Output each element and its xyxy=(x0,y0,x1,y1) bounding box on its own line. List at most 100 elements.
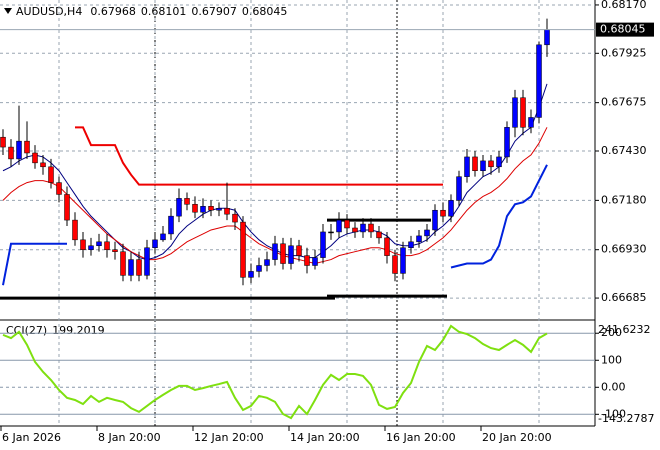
candle-body xyxy=(104,241,110,250)
candle-body xyxy=(200,206,206,213)
candle-body xyxy=(352,227,358,233)
candle-body xyxy=(24,140,30,154)
candle-body xyxy=(376,231,382,239)
candle-body xyxy=(160,233,166,241)
candle-body xyxy=(256,265,262,272)
candle-body xyxy=(368,223,374,233)
candle-body xyxy=(216,208,222,211)
current-price-tag xyxy=(596,22,654,37)
candle-body xyxy=(320,231,326,258)
candle-body xyxy=(360,223,366,233)
close: 0.68045 xyxy=(242,5,288,18)
x-tick-label: 20 Jan 20:00 xyxy=(482,431,552,444)
candle-body xyxy=(344,219,350,229)
current-price-label: 0.68045 xyxy=(600,23,646,36)
y-tick-label: 0.68170 xyxy=(601,0,647,11)
candle-body xyxy=(232,213,238,223)
y-tick-label: 0.67675 xyxy=(601,96,647,109)
y-max-label: 241.6232 xyxy=(598,323,651,336)
candle-body xyxy=(136,259,142,276)
chart-header: AUDUSD,H4 0.67968 0.68101 0.67907 0.68045 xyxy=(16,5,287,18)
candle-body xyxy=(264,259,270,266)
candle-body xyxy=(520,97,526,128)
indicator-line xyxy=(75,126,443,186)
candle-body xyxy=(488,160,494,168)
candle-body xyxy=(8,146,14,160)
x-tick-label: 16 Jan 20:00 xyxy=(386,431,456,444)
candle-body xyxy=(312,257,318,266)
candle-body xyxy=(288,245,294,264)
x-tick-label: 6 Jan 2026 xyxy=(2,431,61,444)
candle-body xyxy=(128,259,134,276)
candle-body xyxy=(496,156,502,168)
candle-body xyxy=(88,245,94,250)
candle-body xyxy=(40,162,46,168)
cci-line xyxy=(2,324,548,420)
candle-body xyxy=(464,156,470,177)
candle-body xyxy=(432,209,438,231)
indicator-line xyxy=(2,164,548,286)
candle-body xyxy=(176,198,182,217)
high: 0.68101 xyxy=(141,5,187,18)
candle-body xyxy=(440,209,446,217)
candle-body xyxy=(528,117,534,128)
candle-body xyxy=(224,208,230,215)
candle-body xyxy=(272,243,278,260)
candle-body xyxy=(48,166,54,183)
candle-body xyxy=(144,247,150,276)
candle-body xyxy=(512,97,518,128)
y-tick-label: 0.66685 xyxy=(601,291,647,304)
candle-body xyxy=(16,140,22,160)
candle-body xyxy=(472,156,478,172)
y-tick-label: 0.67925 xyxy=(601,46,647,59)
y-tick-label: 100 xyxy=(601,353,622,366)
candle-body xyxy=(184,198,190,205)
candle-body xyxy=(248,271,254,278)
candle-body xyxy=(384,237,390,256)
candle-body xyxy=(544,29,550,46)
x-tick-label: 14 Jan 20:00 xyxy=(290,431,360,444)
y-tick-label: 0.00 xyxy=(601,380,626,393)
candle-body xyxy=(208,206,214,211)
candle-body xyxy=(296,245,302,256)
candle-body xyxy=(304,255,310,266)
candle-body xyxy=(480,160,486,172)
candle-body xyxy=(392,255,398,274)
collapse-arrow xyxy=(4,8,12,14)
candle-body xyxy=(72,219,78,241)
candle-body xyxy=(192,204,198,213)
candle-body xyxy=(408,241,414,248)
low: 0.67907 xyxy=(191,5,237,18)
candle-body xyxy=(504,127,510,158)
indicator-value: 199.2019 xyxy=(52,324,105,337)
candle-body xyxy=(168,215,174,235)
candle-body xyxy=(240,221,246,278)
candle-body xyxy=(416,235,422,243)
y-tick-label: -100 xyxy=(601,407,626,420)
candle-body xyxy=(112,249,118,252)
candle-body xyxy=(120,251,126,276)
x-tick-label: 12 Jan 20:00 xyxy=(194,431,264,444)
candle-body xyxy=(536,44,542,118)
candle-body xyxy=(328,231,334,234)
candle-body xyxy=(456,176,462,201)
candle-body xyxy=(152,239,158,248)
candle-body xyxy=(32,152,38,164)
open: 0.67968 xyxy=(90,5,136,18)
candle-body xyxy=(336,219,342,233)
y-min-label: -143.2787 xyxy=(598,412,654,425)
candle-body xyxy=(56,182,62,195)
candle-body xyxy=(96,241,102,247)
y-tick-label: 0.67430 xyxy=(601,144,647,157)
candle-body xyxy=(448,200,454,217)
symbol: AUDUSD,H4 xyxy=(16,5,82,18)
y-tick-label: 0.66930 xyxy=(601,243,647,256)
candle-body xyxy=(424,229,430,237)
candle-body xyxy=(80,239,86,250)
candle-body xyxy=(0,136,6,148)
x-tick-label: 8 Jan 20:00 xyxy=(98,431,161,444)
candle-body xyxy=(64,194,70,221)
candle-body xyxy=(400,247,406,274)
